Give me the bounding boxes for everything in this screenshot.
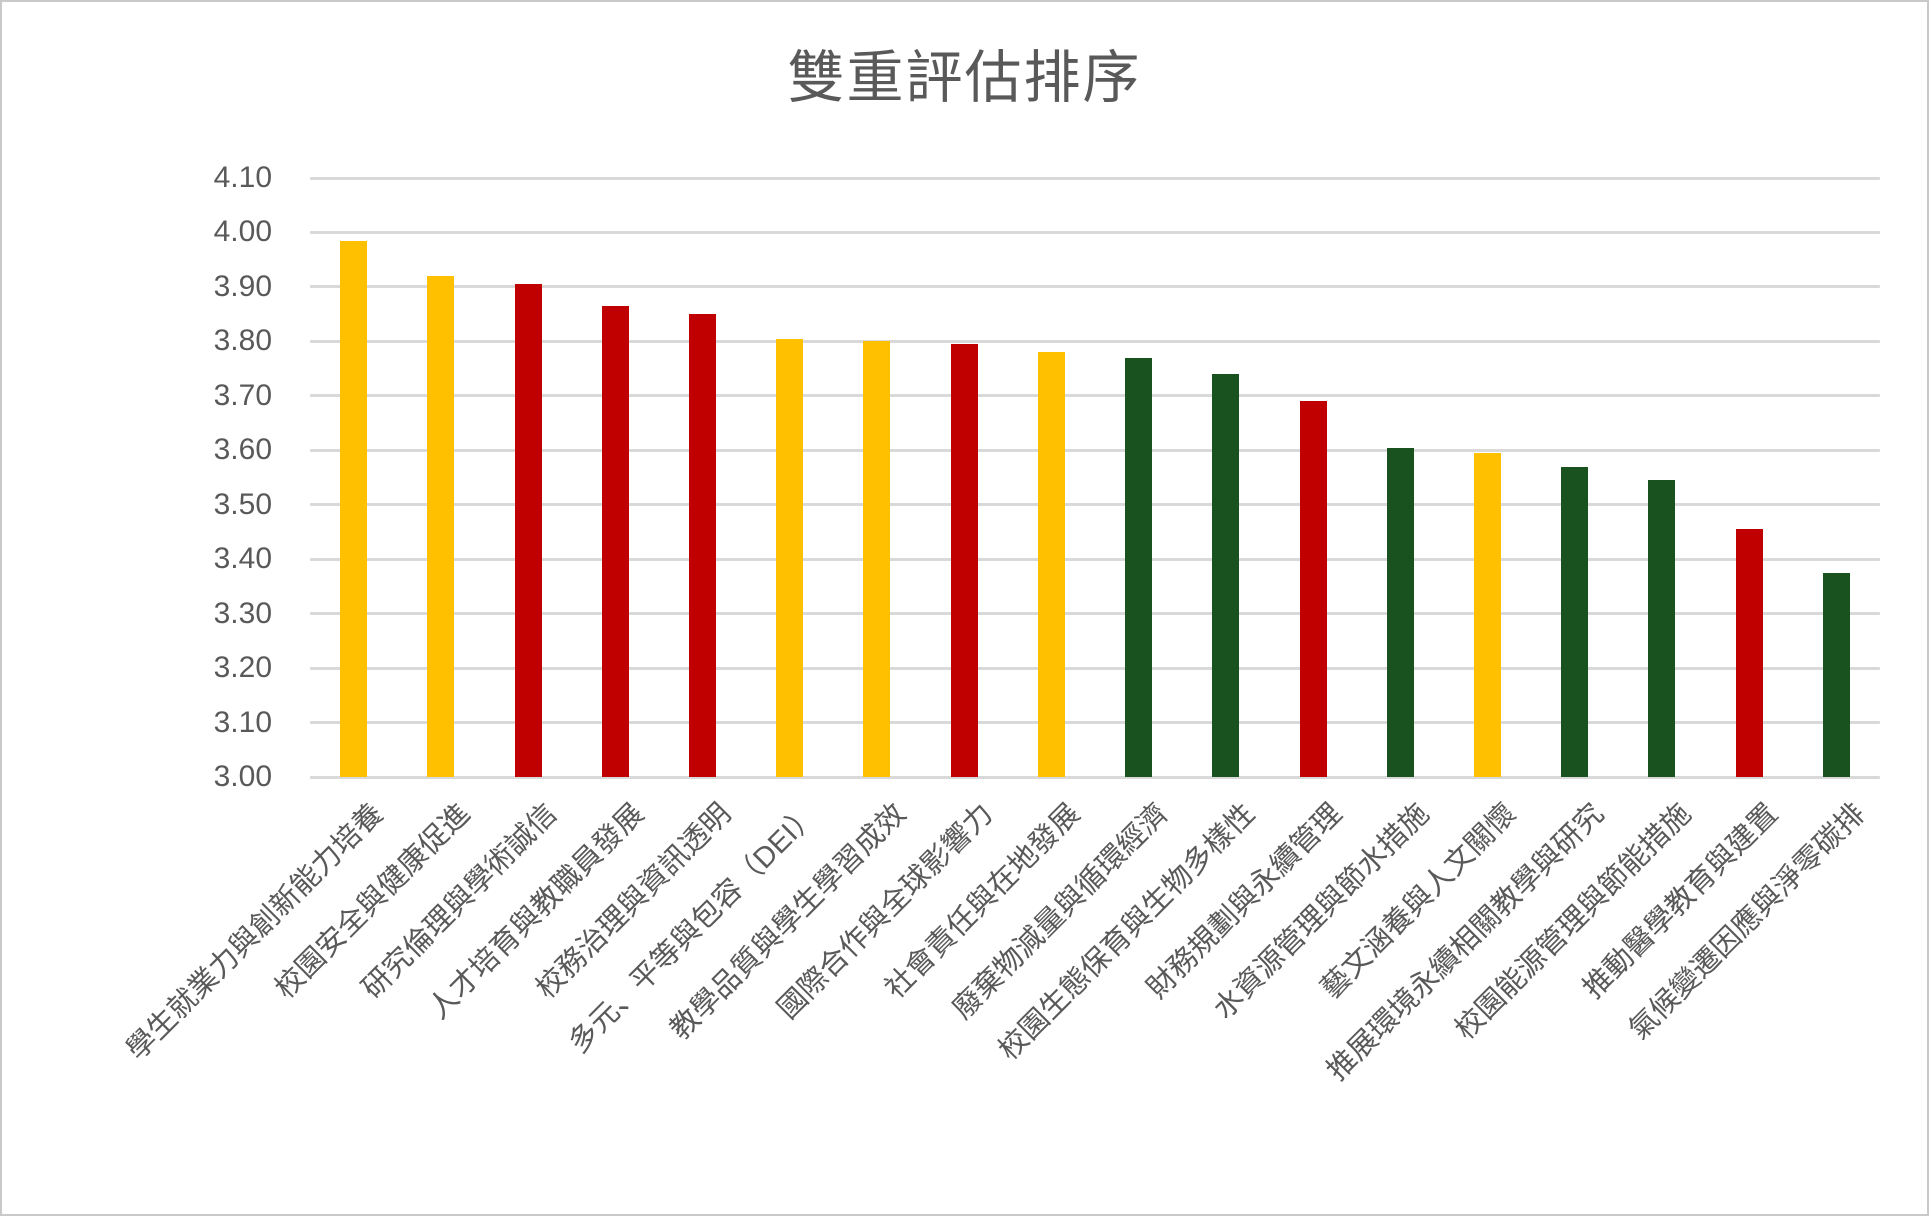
gridline-3.80 [310, 339, 1880, 343]
gridline-3.20 [310, 666, 1880, 670]
bar-推展環境永續相關教學與研究 [1561, 466, 1589, 777]
chart-title: 雙重評估排序 [787, 47, 1142, 110]
y-tick-label: 3.80 [213, 324, 272, 358]
gridline-3.90 [310, 285, 1880, 289]
y-tick-label: 4.10 [213, 161, 272, 194]
bar-國際合作與全球影響力 [950, 344, 978, 777]
y-tick-label: 3.20 [213, 651, 272, 685]
y-tick-label: 3.70 [213, 378, 272, 412]
gridline-3.00 [310, 775, 1880, 779]
bar-財務規劃與永續管理 [1299, 401, 1327, 777]
gridline-3.30 [310, 612, 1880, 616]
bar-社會責任與在地發展 [1037, 352, 1065, 777]
gridline-3.70 [310, 394, 1880, 398]
y-tick-label: 3.00 [213, 760, 272, 793]
bar-教學品質與學生學習成效 [863, 341, 891, 777]
y-tick-label: 3.90 [213, 269, 272, 303]
bar-水資源管理與節水措施 [1386, 447, 1414, 777]
y-tick-label: 3.10 [213, 705, 272, 739]
gridline-3.40 [310, 557, 1880, 561]
bar-校園安全與健康促進 [427, 276, 455, 777]
bar-廢棄物減量與循環經濟 [1125, 357, 1153, 777]
bar-學生就業力與創新能力培養 [340, 240, 368, 777]
y-tick-label: 3.40 [213, 542, 272, 576]
bar-氣候變遷因應與淨零碳排 [1822, 572, 1850, 777]
bar-多元、平等與包容（DEI） [776, 338, 804, 777]
gridline-4.10 [310, 176, 1880, 180]
bar-研究倫理與學術誠信 [514, 284, 542, 777]
bar-藝文涵養與人文關懷 [1474, 452, 1501, 777]
y-tick-label: 4.00 [213, 215, 272, 249]
bar-校園生態保育與生物多樣性 [1212, 374, 1240, 777]
gridline-4.00 [310, 230, 1880, 234]
y-tick-label: 3.60 [213, 433, 272, 467]
y-tick-label: 3.50 [213, 487, 272, 521]
gridline-3.50 [310, 503, 1880, 507]
bar-推動醫學教育與建置 [1735, 529, 1763, 777]
bar-人才培育與教職員發展 [601, 305, 629, 777]
gridline-3.60 [310, 448, 1880, 452]
bar-校園能源管理與節能措施 [1648, 480, 1676, 777]
gridline-3.10 [310, 721, 1880, 725]
bar-校務治理與資訊透明 [689, 314, 716, 777]
y-tick-label: 3.30 [213, 596, 272, 630]
